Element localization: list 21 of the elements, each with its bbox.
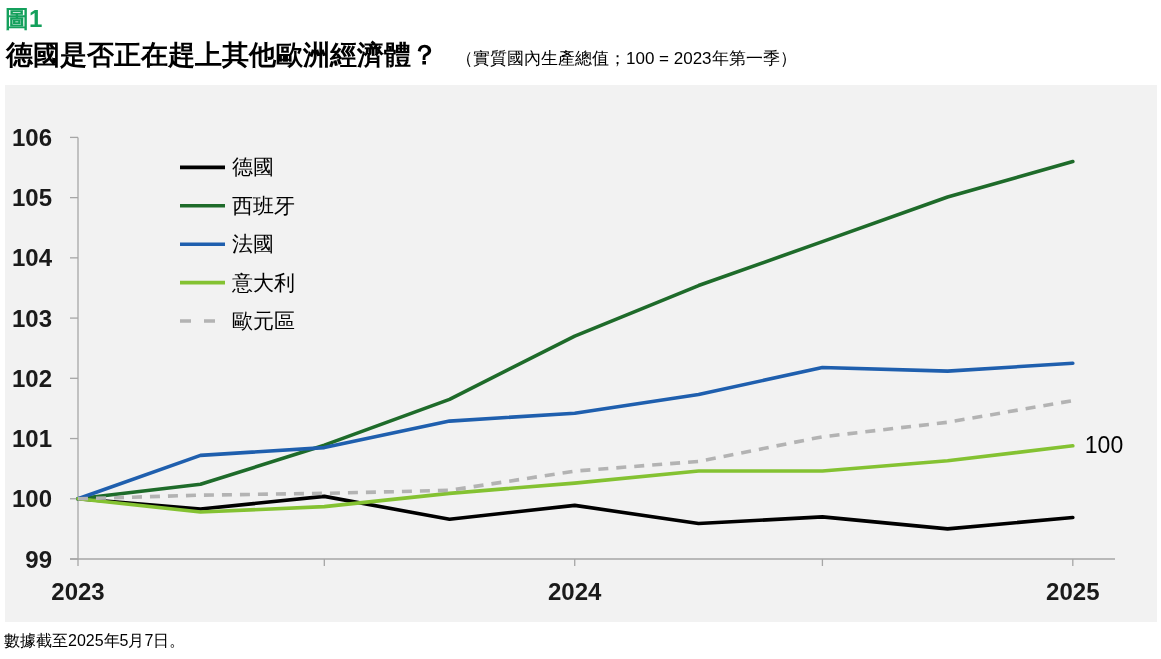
y-tick-label: 99 <box>25 545 52 573</box>
y-tick-label: 102 <box>11 364 52 392</box>
y-tick-label: 103 <box>11 304 52 332</box>
legend-label: 法國 <box>232 232 274 257</box>
caption: 圖1 <box>5 5 43 32</box>
legend-label: 意大利 <box>231 270 295 295</box>
chart-subtitle: （實質國內生產總值；100 = 2023年第一季） <box>456 49 797 68</box>
x-tick-label: 2025 <box>1046 578 1100 605</box>
x-tick-label: 2024 <box>548 578 603 605</box>
y-tick-label: 101 <box>11 425 52 453</box>
y-tick-label: 106 <box>11 123 52 151</box>
legend-label: 德國 <box>232 155 274 180</box>
text: 數據截至2025年5月7日。 <box>4 632 186 649</box>
y-tick-label: 104 <box>11 244 53 272</box>
chart-title: 德國是否正在趕上其他歐洲經濟體？ <box>5 40 438 70</box>
legend-label: 歐元區 <box>232 309 295 333</box>
annotation: 100 <box>1084 431 1124 458</box>
x-tick-label: 2023 <box>51 578 105 605</box>
y-tick-label: 105 <box>11 184 52 212</box>
legend-label: 西班牙 <box>232 193 295 218</box>
y-tick-label: 100 <box>11 485 52 513</box>
